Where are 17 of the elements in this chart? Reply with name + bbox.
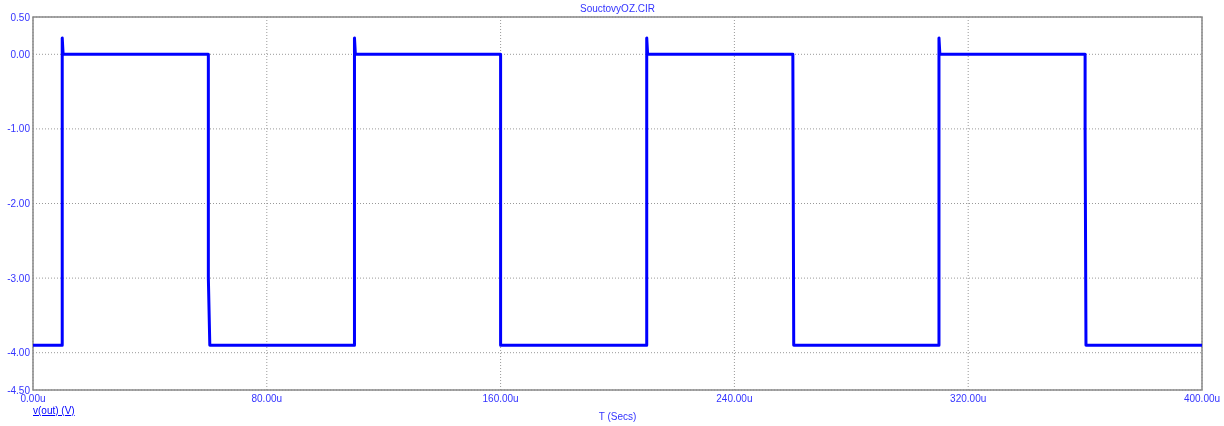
y-tick-label: 0.50 [10, 11, 31, 23]
y-tick-label: -2.00 [7, 198, 31, 209]
line-series [31, 36, 1204, 347]
x-tick-label: 320.00u [950, 393, 987, 404]
y-tick-label: -1.00 [7, 123, 31, 135]
chart-title: SouctovyOZ.CIR [579, 3, 656, 14]
x-tick-label: 80.00u [251, 393, 283, 404]
x-axis-title: T (Secs) [598, 411, 637, 422]
y-tick-label: 0.00 [10, 48, 31, 60]
x-tick-label: 400.00u [1183, 393, 1221, 404]
y-tick-label: -4.00 [7, 347, 31, 359]
y-tick-label: -3.00 [7, 272, 31, 284]
x-tick-label: 0.00u [20, 393, 46, 404]
x-tick-label: 160.00u [482, 393, 519, 404]
x-tick-label: 240.00u [716, 393, 753, 404]
y-tick-label: -4.50 [7, 384, 31, 396]
text: v(out) (V) [33, 405, 75, 416]
